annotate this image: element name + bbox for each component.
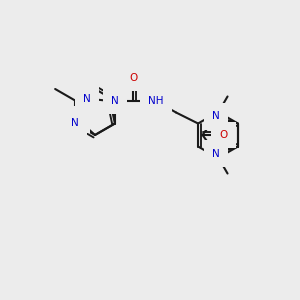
Text: NH: NH bbox=[148, 96, 164, 106]
Text: N: N bbox=[71, 118, 79, 128]
Text: N: N bbox=[111, 95, 119, 106]
Text: O: O bbox=[219, 130, 227, 140]
Text: O: O bbox=[129, 73, 137, 83]
Text: N: N bbox=[212, 148, 220, 159]
Text: N: N bbox=[212, 111, 220, 122]
Text: N: N bbox=[83, 94, 91, 103]
Text: N: N bbox=[74, 115, 82, 124]
